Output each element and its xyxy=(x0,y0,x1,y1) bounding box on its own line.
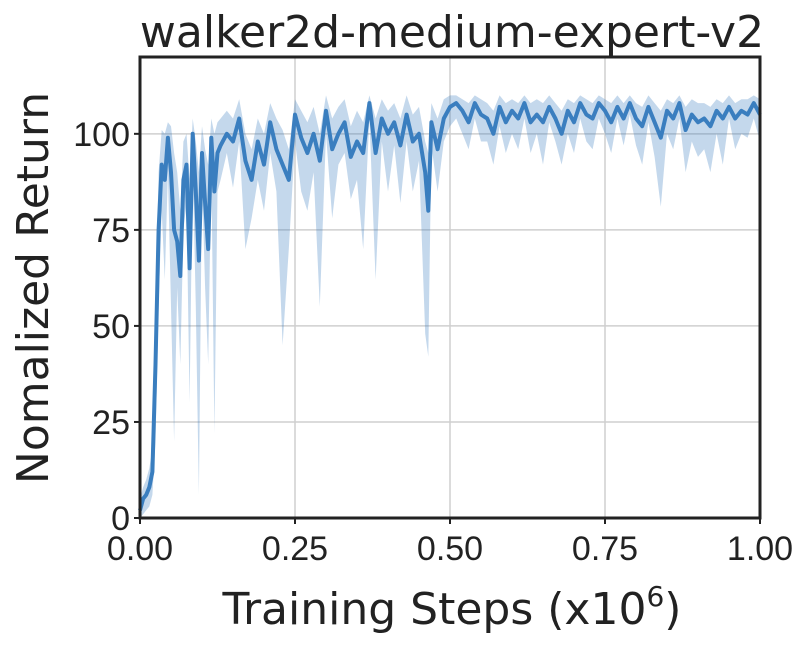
x-tick-label: 0.00 xyxy=(107,530,173,568)
x-tick-label: 0.75 xyxy=(572,530,638,568)
x-axis: 0.00 0.25 0.50 0.75 1.00 xyxy=(107,518,793,568)
x-axis-label-exponent: 6 xyxy=(646,580,664,613)
x-tick-label: 0.25 xyxy=(262,530,328,568)
y-tick-label: 75 xyxy=(92,212,130,250)
x-tick-label: 1.00 xyxy=(727,530,793,568)
y-axis: 0 25 50 75 100 xyxy=(73,116,140,538)
mean-line xyxy=(138,101,762,511)
y-tick-label: 25 xyxy=(92,404,130,442)
chart-title: walker2d-medium-expert-v2 xyxy=(140,7,764,58)
y-tick-label: 50 xyxy=(92,308,130,346)
confidence-band xyxy=(140,95,760,519)
y-tick-label: 0 xyxy=(111,500,130,538)
y-tick-label: 100 xyxy=(73,116,130,154)
x-tick-label: 0.50 xyxy=(417,530,483,568)
y-axis-label: Nomalized Return xyxy=(8,92,59,484)
x-axis-label: Training Steps (x106) xyxy=(222,580,682,635)
